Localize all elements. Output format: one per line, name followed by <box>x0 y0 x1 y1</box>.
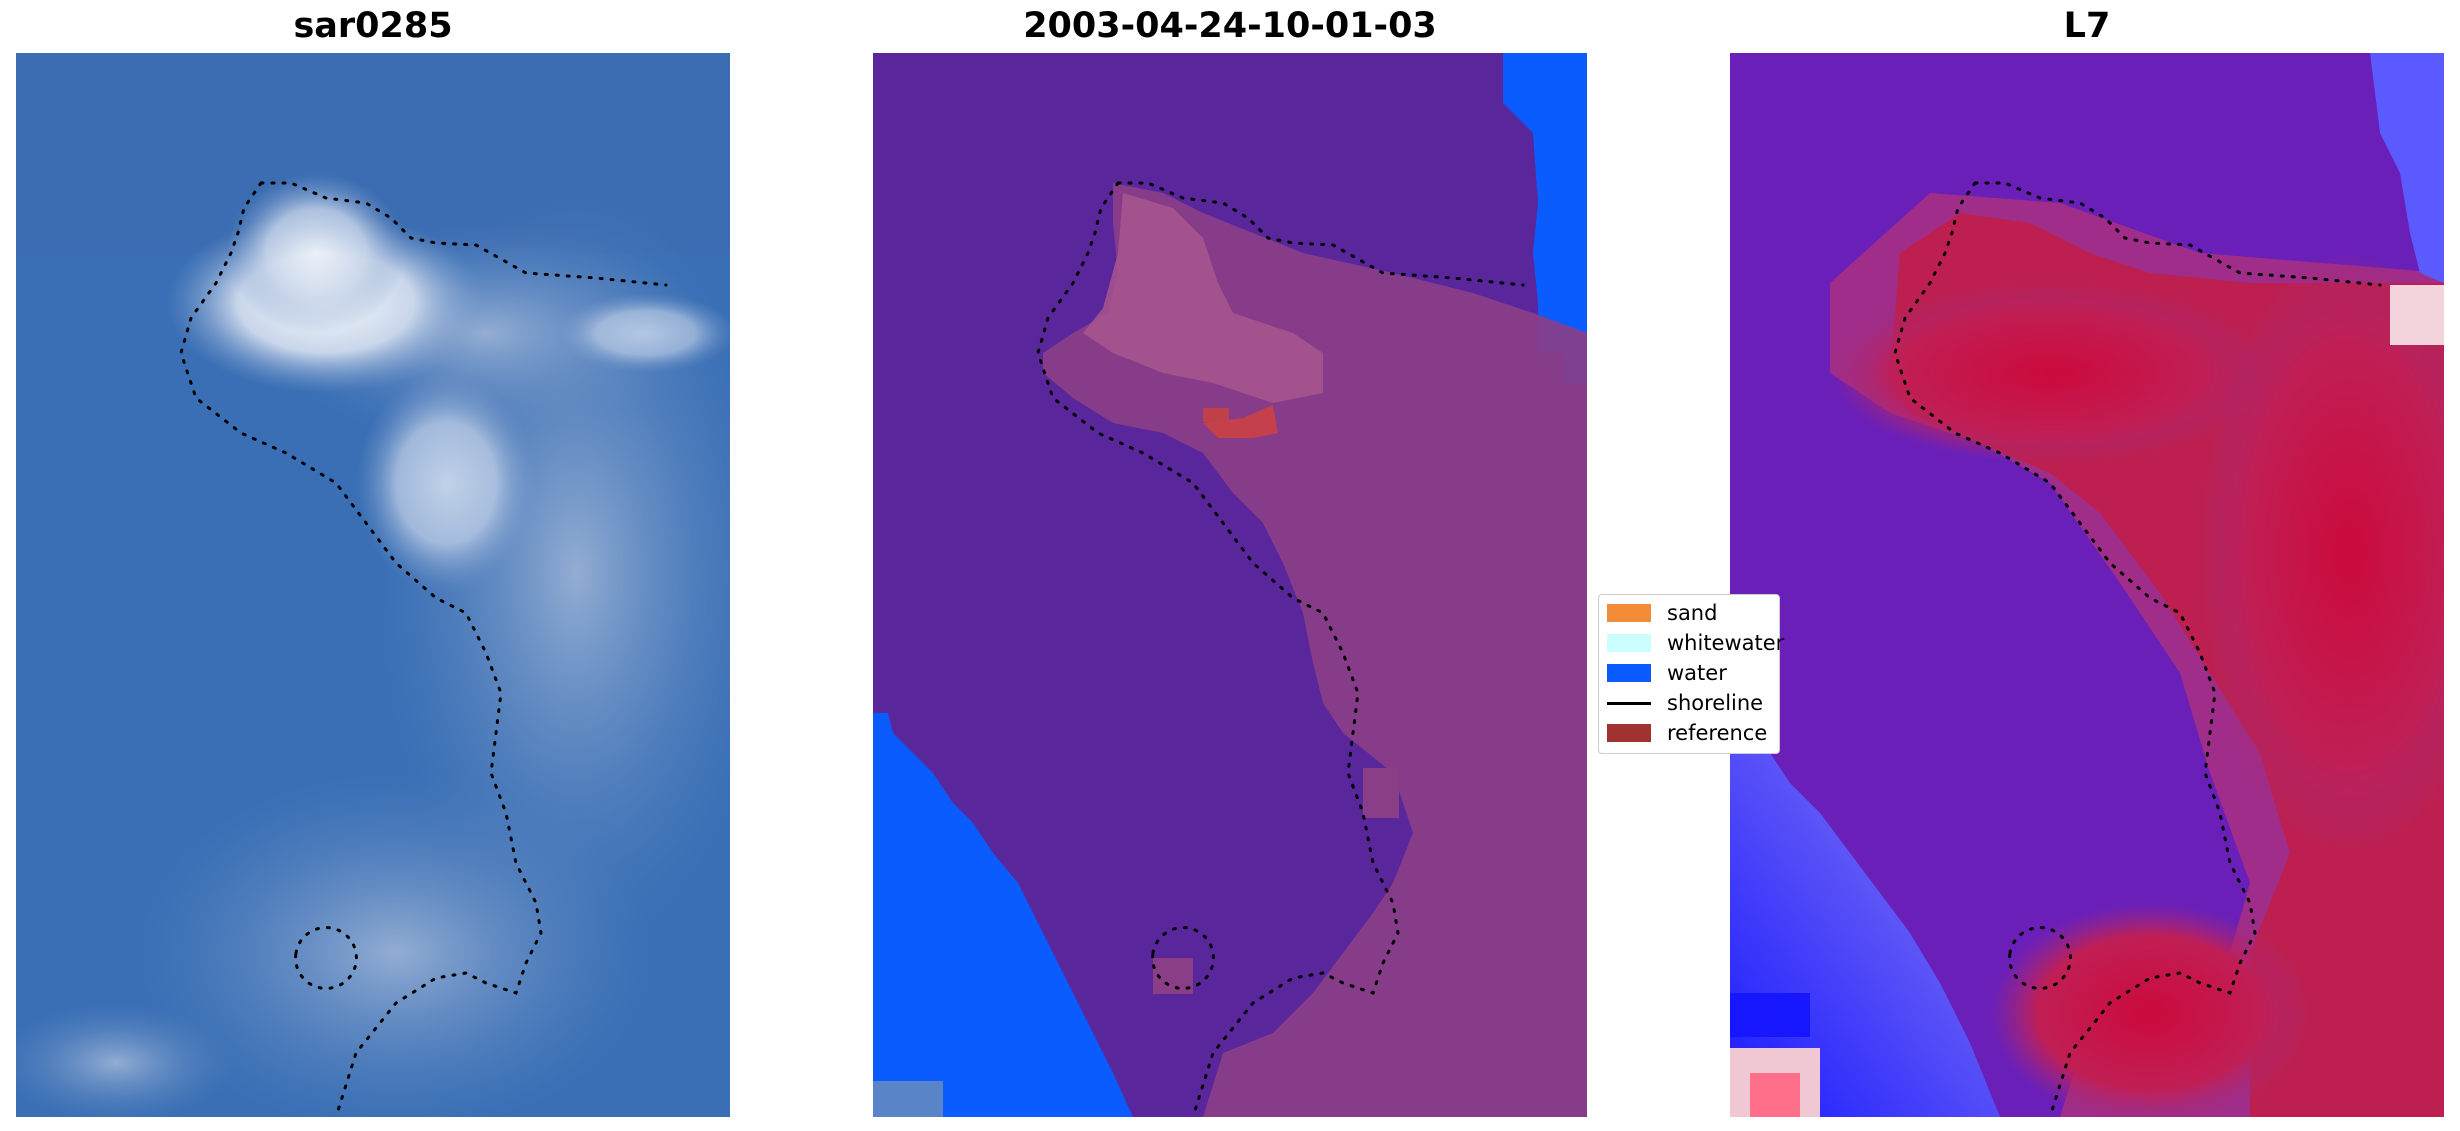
classification-image <box>873 53 1587 1117</box>
legend: sand whitewater water shoreline referenc… <box>1598 594 1784 754</box>
legend-item-water: water <box>1607 660 1727 686</box>
legend-item-shoreline: shoreline <box>1607 690 1763 716</box>
rgb-image <box>16 53 730 1117</box>
panel-title-index: L7 <box>2063 6 2111 46</box>
legend-label-shoreline: shoreline <box>1667 691 1764 715</box>
legend-item-reference: reference <box>1607 720 1767 746</box>
classification-image-graphic <box>873 53 1587 1117</box>
reference-swatch <box>1607 724 1651 742</box>
rgb-image-graphic <box>16 53 730 1117</box>
water-swatch <box>1607 664 1651 682</box>
legend-label-reference: reference <box>1667 721 1768 745</box>
legend-item-whitewater: whitewater <box>1607 630 1784 656</box>
index-image <box>1730 53 2444 1117</box>
panel-title-classification: 2003-04-24-10-01-03 <box>1023 6 1437 46</box>
index-image-graphic <box>1730 53 2444 1117</box>
sand-swatch <box>1607 604 1651 622</box>
whitewater-swatch <box>1607 634 1651 652</box>
legend-item-sand: sand <box>1607 600 1717 626</box>
legend-label-water: water <box>1667 661 1727 685</box>
shoreline-swatch <box>1607 701 1651 705</box>
legend-label-whitewater: whitewater <box>1667 631 1785 655</box>
panel-title-rgb: sar0285 <box>293 6 453 46</box>
legend-label-sand: sand <box>1667 601 1718 625</box>
